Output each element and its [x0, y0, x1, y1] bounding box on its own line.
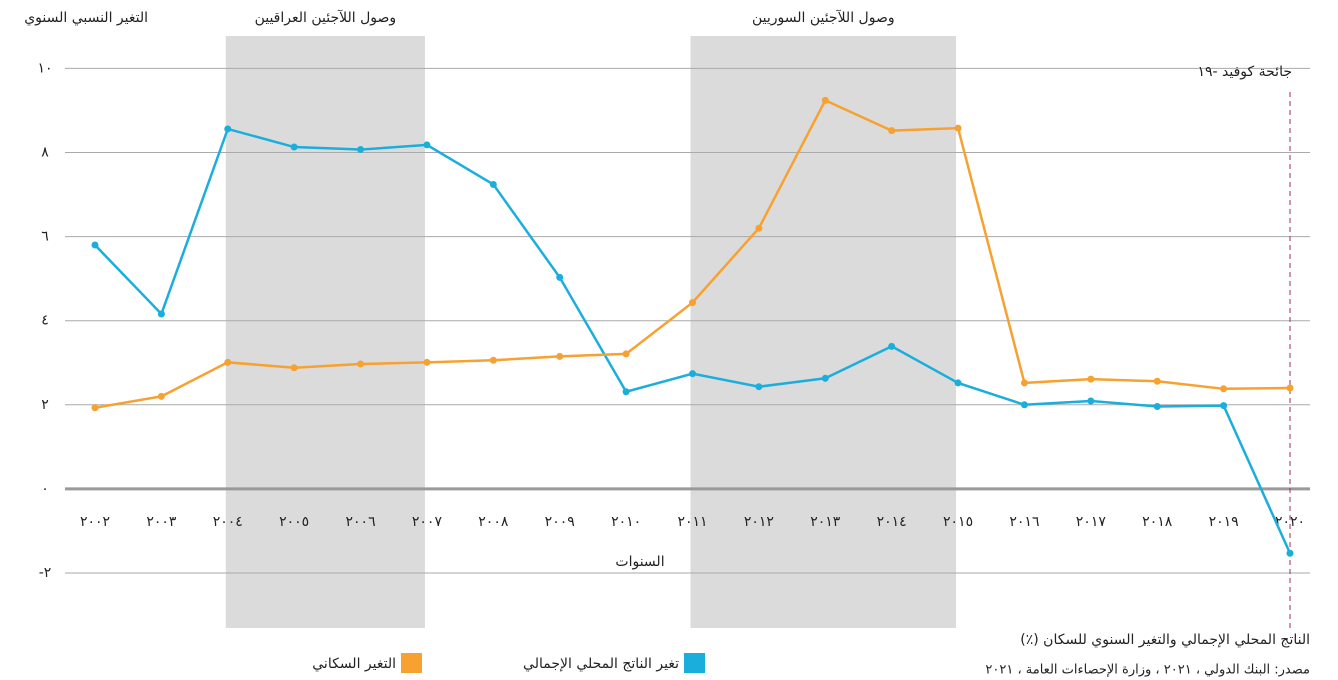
point — [224, 125, 232, 133]
point — [1220, 402, 1228, 410]
caption: الناتج المحلي الإجمالي والتغير السنوي لل… — [1020, 632, 1310, 648]
point — [489, 356, 497, 364]
point — [556, 352, 564, 360]
point — [91, 404, 99, 412]
x-tick-label: ٢٠٢٠ — [1275, 514, 1305, 530]
point — [1220, 385, 1228, 393]
point — [821, 374, 829, 382]
shaded-period — [690, 36, 957, 628]
point — [1286, 384, 1294, 392]
x-tick-label: ٢٠٠٢ — [80, 514, 110, 530]
y-tick-label: ٦ — [41, 229, 49, 245]
x-tick-label: ٢٠٠٦ — [346, 514, 376, 530]
point — [888, 127, 896, 135]
x-tick-label: ٢٠٠٩ — [545, 514, 575, 530]
x-tick-label: ٢٠١٩ — [1209, 514, 1239, 530]
x-tick-label: ٢٠٠٤ — [213, 514, 243, 530]
x-tick-label: ٢٠١٧ — [1076, 514, 1107, 530]
point — [357, 360, 365, 368]
point — [423, 141, 431, 149]
point — [1286, 549, 1294, 557]
x-tick-label: ٢٠١٠ — [611, 514, 641, 530]
legend-label: التغير السكاني — [312, 656, 396, 672]
marker-label: جائحة كوفيد -١٩ — [1197, 64, 1292, 80]
point — [423, 358, 431, 366]
legend-swatch — [401, 653, 422, 673]
x-tick-label: ٢٠١٤ — [877, 514, 907, 530]
point — [1153, 377, 1161, 385]
point — [954, 124, 962, 132]
x-axis-title: السنوات — [615, 554, 664, 570]
y-tick-label: ١٠ — [37, 60, 52, 76]
x-tick-label: ٢٠٠٧ — [412, 514, 443, 530]
legend-label: تغير الناتج المحلي الإجمالي — [523, 656, 679, 672]
y-tick-label: -٢ — [39, 565, 52, 581]
point — [357, 146, 365, 154]
x-tick-label: ٢٠٠٣ — [146, 514, 177, 530]
point — [1153, 402, 1161, 410]
legend-swatch — [684, 653, 705, 673]
x-tick-label: ٢٠١٥ — [943, 514, 973, 530]
y-tick-label: ٠ — [41, 481, 49, 497]
point — [1087, 375, 1095, 383]
point — [224, 358, 232, 366]
point — [954, 379, 962, 387]
point — [91, 241, 99, 249]
x-tick-label: ٢٠١٦ — [1009, 514, 1039, 530]
point — [821, 96, 829, 104]
point — [556, 273, 564, 281]
point — [622, 388, 630, 396]
point — [1020, 401, 1028, 409]
period-label: وصول اللآجئين السوريين — [752, 10, 895, 26]
point — [290, 364, 298, 372]
y-tick-label: ٤ — [41, 313, 49, 329]
x-tick-label: ٢٠٠٨ — [478, 514, 509, 530]
point — [489, 180, 497, 188]
point — [1020, 379, 1028, 387]
shaded-period — [225, 36, 425, 628]
point — [290, 143, 298, 151]
point — [689, 370, 696, 378]
y-tick-label: ٢ — [41, 397, 49, 413]
x-tick-label: ٢٠١٨ — [1142, 514, 1173, 530]
x-tick-label: ٢٠١٣ — [810, 514, 841, 530]
point — [622, 350, 630, 358]
y-tick-label: ٨ — [41, 145, 49, 161]
point — [888, 342, 896, 350]
y-axis-title: التغير النسبي السنوي — [24, 10, 148, 26]
point — [157, 310, 165, 318]
point — [1087, 397, 1095, 405]
x-tick-label: ٢٠٠٥ — [279, 514, 309, 530]
point — [157, 392, 165, 400]
point — [755, 383, 763, 391]
source: مصدر: البنك الدولي ، ٢٠٢١ ، وزارة الإحصا… — [985, 663, 1310, 678]
x-tick-label: ٢٠١٢ — [744, 514, 774, 530]
x-tick-label: ٢٠١١ — [677, 514, 707, 530]
period-label: وصول اللآجئين العراقيين — [255, 10, 397, 26]
point — [689, 299, 696, 307]
point — [755, 224, 763, 232]
background — [65, 36, 1310, 628]
